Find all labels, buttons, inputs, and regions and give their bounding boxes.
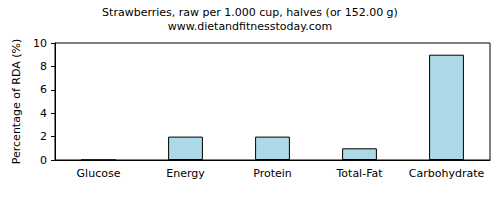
svg-text:6: 6 bbox=[40, 83, 47, 96]
svg-text:8: 8 bbox=[40, 60, 47, 73]
svg-text:0: 0 bbox=[40, 154, 47, 167]
svg-text:www.dietandfitnesstoday.com: www.dietandfitnesstoday.com bbox=[168, 20, 332, 33]
svg-text:Protein: Protein bbox=[253, 167, 292, 180]
svg-text:Total-Fat: Total-Fat bbox=[335, 167, 383, 180]
svg-text:Carbohydrate: Carbohydrate bbox=[409, 167, 485, 180]
svg-text:2: 2 bbox=[40, 130, 47, 143]
svg-text:Percentage of RDA (%): Percentage of RDA (%) bbox=[10, 39, 23, 164]
svg-text:Energy: Energy bbox=[166, 167, 205, 180]
svg-text:10: 10 bbox=[33, 37, 47, 50]
svg-text:4: 4 bbox=[40, 107, 47, 120]
svg-text:Strawberries, raw per 1.000 cu: Strawberries, raw per 1.000 cup, halves … bbox=[102, 6, 398, 19]
svg-text:Glucose: Glucose bbox=[77, 167, 121, 180]
